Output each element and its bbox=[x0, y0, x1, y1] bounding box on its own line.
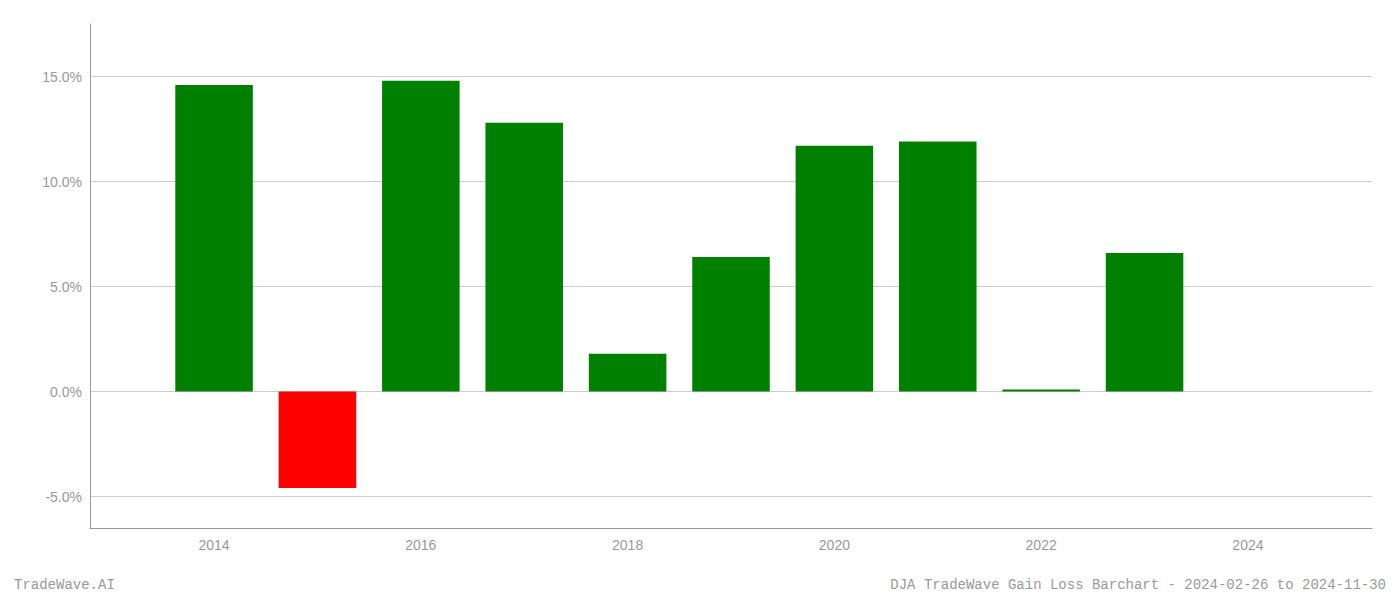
svg-text:2022: 2022 bbox=[1026, 537, 1057, 553]
svg-text:DJA TradeWave Gain Loss Barcha: DJA TradeWave Gain Loss Barchart - 2024-… bbox=[890, 577, 1386, 593]
svg-text:-5.0%: -5.0% bbox=[45, 489, 82, 505]
svg-text:2020: 2020 bbox=[819, 537, 850, 553]
svg-text:2016: 2016 bbox=[405, 537, 436, 553]
svg-text:0.0%: 0.0% bbox=[50, 384, 82, 400]
svg-text:15.0%: 15.0% bbox=[42, 69, 82, 85]
svg-text:2014: 2014 bbox=[198, 537, 229, 553]
svg-text:2024: 2024 bbox=[1232, 537, 1263, 553]
svg-text:5.0%: 5.0% bbox=[50, 279, 82, 295]
svg-text:TradeWave.AI: TradeWave.AI bbox=[14, 577, 115, 593]
svg-text:10.0%: 10.0% bbox=[42, 174, 82, 190]
svg-text:2018: 2018 bbox=[612, 537, 643, 553]
